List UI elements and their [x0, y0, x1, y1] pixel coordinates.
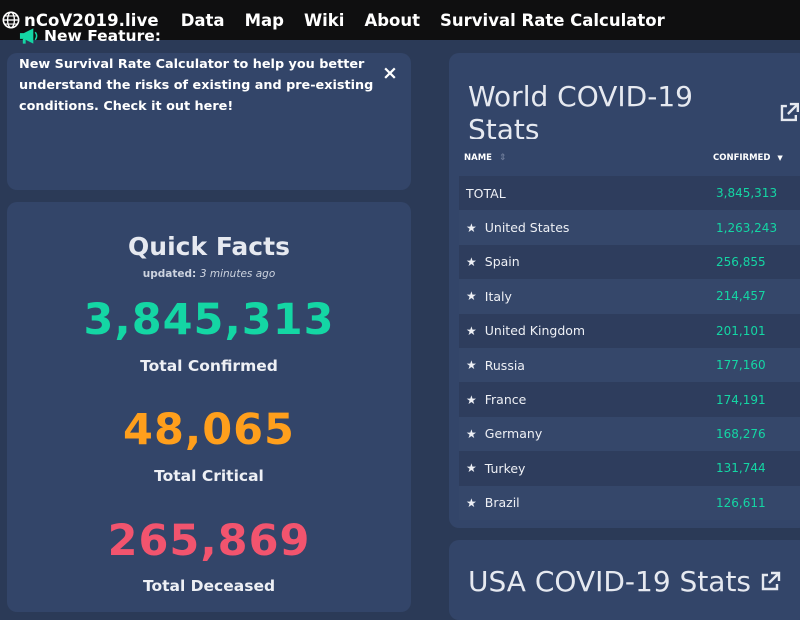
confirmed-count: 131,744 [716, 461, 766, 476]
nav-link-wiki[interactable]: Wiki [303, 10, 345, 30]
star-icon[interactable]: ★ [466, 426, 477, 441]
nav-link-map[interactable]: Map [244, 10, 284, 30]
country-name-text: France [484, 392, 527, 408]
total-deceased-value: 265,869 [107, 516, 311, 566]
external-link-icon[interactable] [759, 571, 781, 593]
confirmed-count: 214,457 [716, 289, 766, 304]
table-row[interactable]: ★ Brazil 126,611 [459, 485, 800, 520]
confirmed-count: 201,101 [716, 323, 766, 338]
confirmed-count: 3,845,313 [716, 186, 778, 201]
star-icon[interactable]: ★ [466, 495, 477, 510]
sort-desc-icon: ▼ [777, 154, 783, 162]
world-stats-title[interactable]: World COVID-19 Stats [468, 80, 800, 146]
confirmed-count: 174,191 [716, 392, 766, 407]
country-name[interactable]: ★ Turkey [466, 461, 525, 476]
country-name[interactable]: ★ Italy [466, 289, 512, 304]
confirmed-count: 256,855 [716, 254, 766, 269]
top-navbar: nCoV2019.live Data Map Wiki About Surviv… [0, 0, 800, 40]
country-name[interactable]: ★ United Kingdom [466, 323, 585, 338]
table-row[interactable]: ★ France 174,191 [459, 382, 800, 417]
country-name[interactable]: ★ Spain [466, 254, 520, 269]
nav-link-about[interactable]: About [364, 10, 421, 30]
country-name-text: Spain [484, 254, 520, 270]
updated-ago: 3 minutes ago [199, 268, 276, 280]
table-row[interactable]: ★ United Kingdom 201,101 [459, 313, 800, 348]
confirmed-count: 1,263,243 [716, 220, 778, 235]
feature-heading: New Feature: [19, 27, 161, 45]
table-row[interactable]: ★ Italy 214,457 [459, 279, 800, 314]
table-row[interactable]: TOTAL 3,845,313 [459, 176, 800, 211]
country-name[interactable]: ★ France [466, 392, 526, 407]
star-icon[interactable]: ★ [466, 461, 477, 476]
country-name[interactable]: ★ United States [466, 220, 569, 235]
usa-stats-title[interactable]: USA COVID-19 Stats [468, 565, 781, 598]
total-deceased-label: Total Deceased [142, 577, 276, 595]
table-row[interactable]: ★ Russia 177,160 [459, 348, 800, 383]
megaphone-icon [19, 28, 38, 44]
updated-timestamp: updated: 3 minutes ago [0, 268, 418, 280]
country-name[interactable]: ★ Russia [466, 358, 525, 373]
close-icon[interactable]: × [382, 62, 398, 84]
column-confirmed-label: CONFIRMED [713, 153, 771, 163]
brand-name: nCoV2019.live [24, 10, 159, 30]
table-header: NAME ⇕ CONFIRMED ▼ [459, 139, 800, 176]
globe-icon [2, 11, 20, 29]
country-name-text: United States [484, 220, 570, 236]
column-name-label: NAME [464, 153, 492, 163]
usa-stats-title-text: USA COVID-19 Stats [468, 565, 752, 598]
country-name-text: Brazil [484, 495, 520, 511]
feature-description-link[interactable]: New Survival Rate Calculator to help you… [19, 57, 374, 114]
country-name[interactable]: TOTAL [466, 186, 506, 201]
total-critical-label: Total Critical [154, 467, 264, 485]
country-name-text: United Kingdom [484, 323, 586, 339]
country-name-text: Russia [484, 357, 525, 373]
confirmed-count: 168,276 [716, 426, 766, 441]
nav-link-data[interactable]: Data [180, 10, 225, 30]
country-name-text: Turkey [484, 460, 526, 476]
star-icon[interactable]: ★ [466, 220, 477, 235]
brand[interactable]: nCoV2019.live [2, 11, 159, 30]
quick-facts-title: Quick Facts [128, 232, 290, 261]
confirmed-count: 177,160 [716, 358, 766, 373]
nav-link-survival-rate-calculator[interactable]: Survival Rate Calculator [440, 10, 665, 30]
total-confirmed-label: Total Confirmed [140, 357, 278, 375]
country-name[interactable]: ★ Germany [466, 426, 542, 441]
confirmed-count: 126,611 [716, 495, 766, 510]
star-icon[interactable]: ★ [466, 254, 477, 269]
table-row[interactable]: ★ United States 1,263,243 [459, 210, 800, 245]
country-name-text: Germany [484, 426, 543, 442]
world-stats-title-text: World COVID-19 Stats [468, 80, 693, 146]
star-icon[interactable]: ★ [466, 323, 477, 338]
total-confirmed-value: 3,845,313 [83, 295, 335, 345]
column-header-confirmed[interactable]: CONFIRMED ▼ [713, 153, 783, 163]
total-critical-value: 48,065 [123, 405, 295, 455]
star-icon[interactable]: ★ [466, 358, 477, 373]
star-icon[interactable]: ★ [466, 392, 477, 407]
country-name-text: Italy [484, 288, 512, 304]
country-name-text: TOTAL [466, 185, 506, 201]
new-feature-card [7, 53, 411, 190]
column-header-name[interactable]: NAME ⇕ [464, 153, 507, 163]
external-link-icon[interactable] [778, 102, 800, 124]
quick-facts-card [7, 202, 411, 612]
star-icon[interactable]: ★ [466, 289, 477, 304]
table-row[interactable]: ★ Germany 168,276 [459, 416, 800, 452]
updated-prefix: updated: [142, 268, 200, 280]
table-row[interactable]: ★ Spain 256,855 [459, 244, 800, 280]
table-row[interactable]: ★ Turkey 131,744 [459, 451, 800, 486]
country-name[interactable]: ★ Brazil [466, 495, 520, 510]
sort-icon: ⇕ [498, 153, 507, 163]
feature-title: New Feature: [44, 27, 161, 45]
